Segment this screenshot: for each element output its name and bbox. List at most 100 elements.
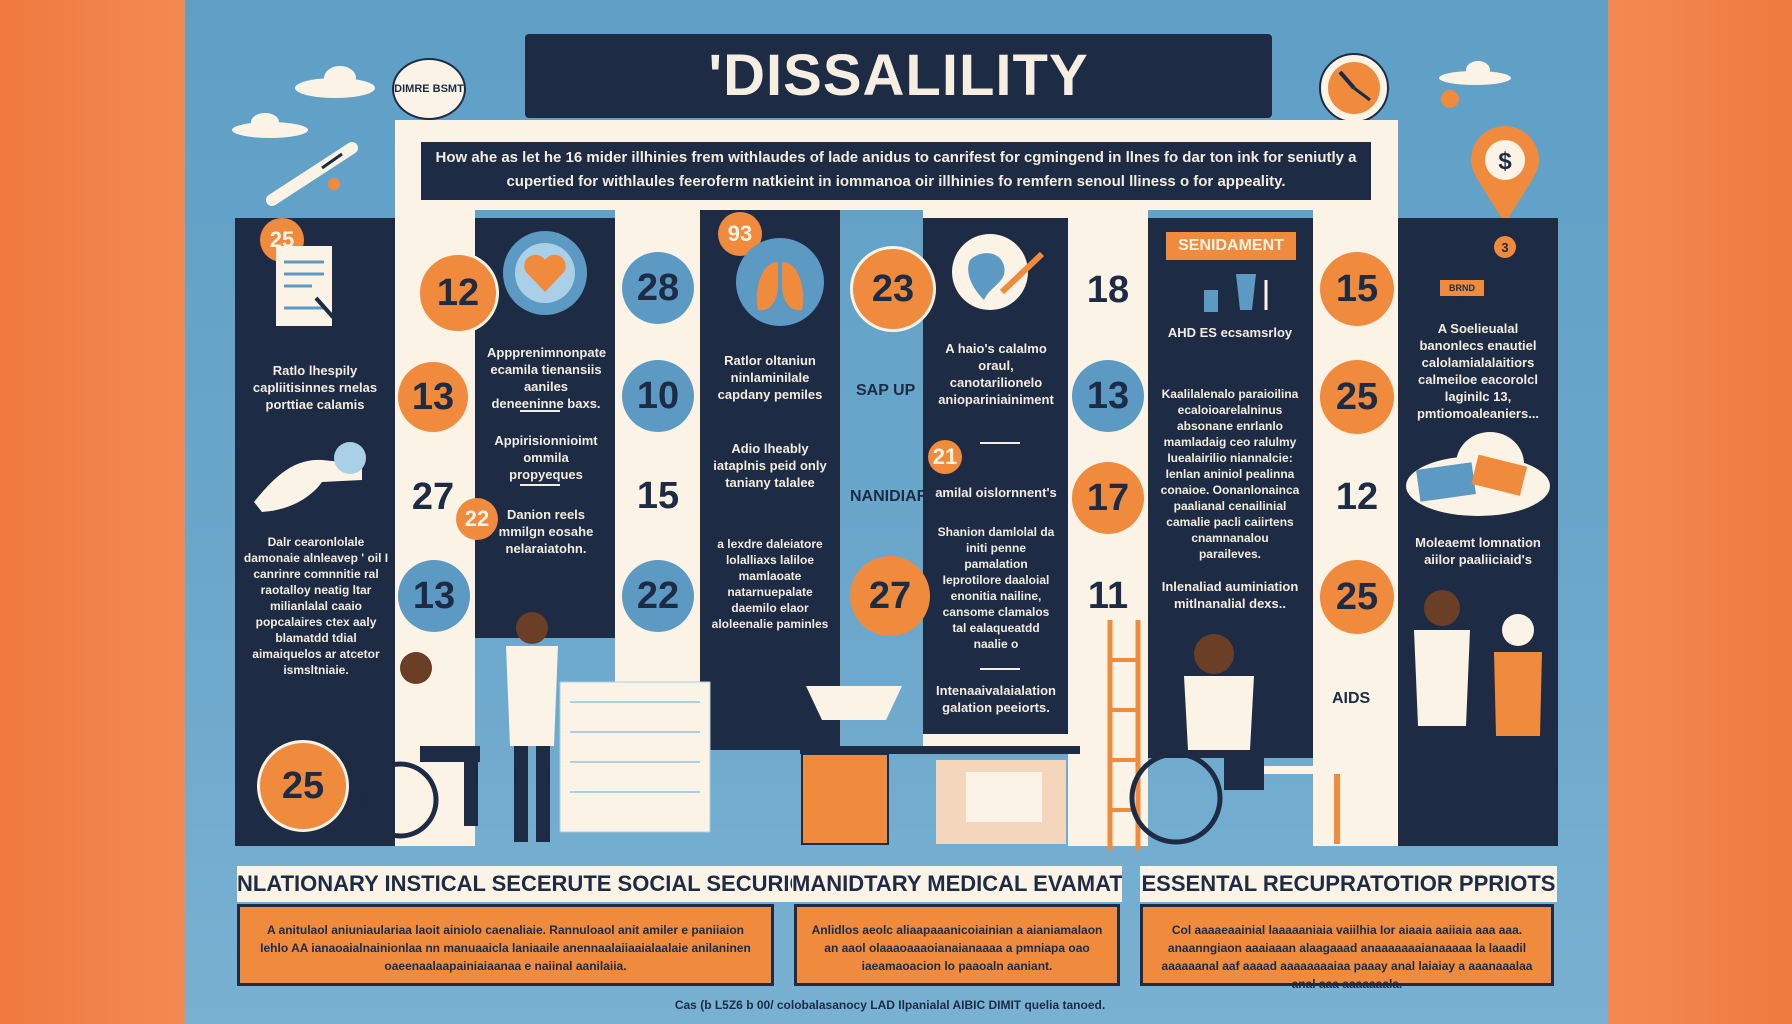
number-value: 18 [1086, 268, 1130, 311]
number-value: 13 [412, 574, 456, 617]
number-circle: 18 [1072, 254, 1144, 326]
desk-illustration [800, 686, 1080, 845]
number-badge: 22 [456, 498, 498, 540]
corner-badge: DIMRE BSMT [392, 58, 466, 120]
doctor-illustration [506, 612, 558, 842]
section-body-3: Col aaaaeaainial laaaaaniaia vaiilhia Io… [1140, 904, 1554, 991]
intro-text: How ahe as let he 16 mider illhinies fre… [421, 142, 1371, 200]
cloud-illustration [295, 66, 375, 98]
number-circle: 13 [1072, 360, 1144, 432]
syringe-icon [266, 142, 358, 206]
number-value: 28 [636, 266, 680, 309]
corner-badge-label: DIMRE BSMT [394, 83, 464, 95]
number-value: 13 [1086, 374, 1130, 417]
column-5-text-3: a lexdre daleiatore lolalliaxs laliloe m… [711, 537, 829, 631]
lungs-icon [736, 238, 824, 326]
cloud-badge: BRND ANA [1440, 280, 1484, 309]
number-badge: 3 [1494, 236, 1516, 258]
number-circle: 15 [622, 460, 694, 532]
divider [520, 410, 560, 412]
number-circle: 22 [622, 560, 694, 632]
footer-credit: Cas (b L5Z6 b 00/ colobalasanocy LAD Ilp… [674, 998, 1106, 1012]
wheelchair-person-illustration [361, 652, 480, 839]
number-circle: 27 [398, 462, 468, 532]
clock-icon [1319, 53, 1389, 123]
column-1-text: Ratlo lhespily capliitisinnes rnelas por… [252, 363, 378, 412]
money-cloud-icon [1406, 432, 1550, 516]
tag-senidament: SENIDAMENT [1166, 232, 1296, 260]
number-circle: 13 [398, 560, 470, 632]
divider [520, 484, 560, 486]
number-value: 25 [281, 764, 325, 807]
number-value: 15 [636, 474, 680, 517]
cloud-illustration [232, 113, 308, 138]
number-badge-value: 3 [1501, 239, 1509, 255]
column-5-text: Ratlor oltaniun ninlaminilale capdany pe… [717, 353, 823, 402]
number-circle: 28 [622, 252, 694, 324]
number-value: 27 [411, 475, 455, 518]
number-circle: 15 [1320, 252, 1394, 326]
section-title-2: MANIDTARY MEDICAL EVAMATION [792, 866, 1122, 902]
number-circle: 25 [1320, 360, 1394, 434]
column-9-text-2: Kaalilalenalo paraioilina ecaloioarelaln… [1160, 387, 1300, 561]
number-badge: 21 [928, 440, 962, 474]
number-circle: 17 [1072, 462, 1144, 534]
column-7-text-3: Shanion damlolal da initi penne pamalati… [937, 525, 1055, 651]
column-9-text-3: Inlenaliad auminiation mitlnanalial dexs… [1161, 579, 1299, 611]
number-circle: 23 [850, 246, 936, 332]
number-value: 11 [1087, 574, 1129, 617]
number-value: 10 [636, 374, 680, 417]
column-3-text-2: Appirisionnioimt ommila propyeques [494, 433, 598, 482]
number-value: 17 [1086, 476, 1130, 519]
number-circle: 13 [398, 362, 468, 432]
tag-sap-up: SAP UP [856, 382, 916, 399]
couple-illustration [1414, 590, 1542, 836]
tag-nanidiary: NANIDIARY [850, 488, 939, 505]
divider [980, 668, 1020, 670]
column-11-text-2: Moleaemt lomnation aiilor paaliiciaid's [1415, 535, 1541, 567]
number-circle: 12 [1320, 460, 1394, 534]
divider [980, 442, 1020, 444]
left-orange-margin [0, 0, 185, 1024]
number-value: 25 [1335, 375, 1379, 418]
number-badge-value: 22 [464, 506, 490, 531]
number-value: 22 [636, 574, 680, 617]
number-value: 23 [871, 267, 915, 310]
section-title-1: NLATIONARY INSTICAL SECERUTE SOCIAL SECU… [237, 866, 792, 902]
map-hand-icon [952, 234, 1045, 310]
column-11-text: A Soelieualal banonlecs enautiel calolam… [1416, 321, 1540, 421]
dollar-pin-icon: $ [1471, 126, 1539, 224]
tag-aids: AIDS [1332, 690, 1371, 707]
column-7-text: A haio's calalmo oraul, canotarilionelo … [938, 341, 1054, 407]
wheelchair-person-illustration [1129, 634, 1350, 845]
number-circle: 12 [417, 252, 499, 334]
column-9-text: AHD ES ecsamsrloy [1167, 325, 1293, 340]
column-7-text-2: amilal oislornnent's [935, 485, 1057, 500]
coin-icon [1441, 90, 1459, 108]
number-circle: 25 [1320, 560, 1394, 634]
number-value: 15 [1335, 267, 1379, 310]
number-circle: 10 [622, 360, 694, 432]
number-value: 25 [1335, 575, 1379, 618]
number-badge-value: 93 [727, 221, 753, 246]
number-circle: 25 [257, 740, 349, 832]
heart-icon [503, 231, 587, 315]
svg-text:$: $ [1498, 148, 1512, 175]
number-value: 12 [1335, 475, 1379, 518]
right-orange-margin [1608, 0, 1792, 1024]
column-1-text-2: Dalr cearonlolale damonaie alnleavep ' o… [243, 535, 389, 677]
ladder-illustration [1107, 620, 1141, 850]
section-body-2: Anlidlos aeolc aliaapaaanicoiainian a ai… [794, 904, 1120, 986]
column-9 [1148, 218, 1313, 758]
hand-icon [254, 442, 366, 512]
number-value: 12 [436, 271, 480, 314]
paper-stack-illustration [559, 681, 711, 833]
column-7-text-4: Intenaaivalaialation galation peeiorts. [936, 683, 1056, 715]
page-title: 'DISSALILITY RETREMENT [525, 34, 1272, 192]
medical-equipment-icon [1204, 274, 1268, 312]
number-value: 13 [411, 375, 455, 418]
document-pen-icon [276, 246, 350, 336]
cloud-illustration [1439, 61, 1511, 85]
column-5-text-2: Adio lheably iataplnis peid only taniany… [713, 441, 827, 490]
section-title-3: ESSENTAL RECUPRATOTIOR PPRIOTS [1140, 866, 1557, 902]
